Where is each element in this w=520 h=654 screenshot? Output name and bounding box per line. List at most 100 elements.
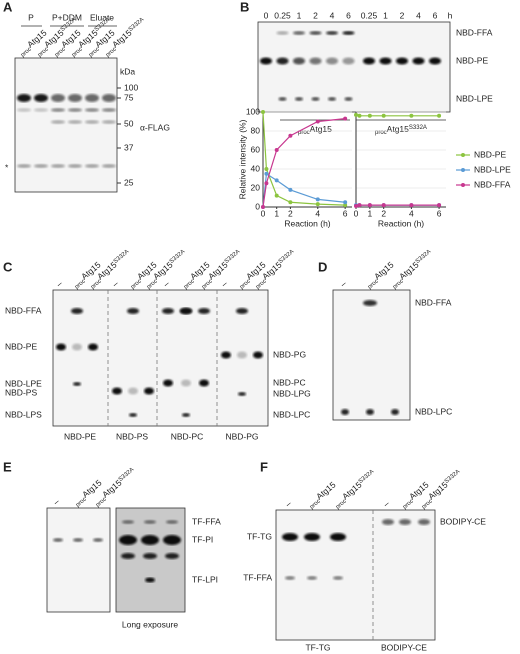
point xyxy=(343,200,348,205)
legend-marker xyxy=(461,183,465,187)
point xyxy=(409,203,414,208)
band-label: NBD-LPG xyxy=(273,388,311,398)
marker-label: 100 xyxy=(124,82,138,92)
panel-letter: E xyxy=(3,459,12,474)
series-line xyxy=(262,118,346,208)
band-spot xyxy=(121,553,135,559)
point xyxy=(409,113,414,118)
band-spot xyxy=(182,413,190,417)
point xyxy=(381,113,386,118)
unit-label: kDa xyxy=(120,66,135,76)
unit-label: h xyxy=(448,10,453,20)
lane-label: – xyxy=(110,278,120,289)
band-label: TF-LPI xyxy=(192,574,218,584)
band-spot xyxy=(429,57,441,65)
section-label: NBD-PG xyxy=(225,431,258,441)
band-spot xyxy=(309,57,322,65)
x-tick-label: 1 xyxy=(367,208,372,218)
band-spot xyxy=(71,308,83,314)
band-spot xyxy=(122,520,134,524)
y-tick-label: 60 xyxy=(251,144,261,154)
band-spot xyxy=(88,343,98,351)
section-label: BODIPY-CE xyxy=(381,642,427,652)
section-label: TF-TG xyxy=(305,642,330,652)
band-spot xyxy=(282,533,298,541)
lane-prefix: proc xyxy=(375,130,387,136)
band-spot xyxy=(236,308,248,314)
band-spot xyxy=(379,57,392,65)
legend-label: NBD-PE xyxy=(474,149,506,159)
band-label: NBD-LPC xyxy=(273,409,310,419)
point xyxy=(343,203,348,208)
x-tick-label: 4 xyxy=(315,208,320,218)
band-spot xyxy=(17,164,31,168)
lane-name: Atg15 xyxy=(80,478,104,500)
band-spot xyxy=(56,343,66,351)
band-label: NBD-PG xyxy=(273,349,306,359)
lane-suffix: S332A xyxy=(168,248,186,264)
band-spot xyxy=(73,382,81,386)
band-spot xyxy=(278,97,287,101)
lane-label: – xyxy=(338,278,348,289)
band-spot xyxy=(145,577,155,583)
section-label: NBD-PE xyxy=(64,431,96,441)
band-label: TF-TG xyxy=(247,531,272,541)
point xyxy=(343,116,348,121)
blot-e1 xyxy=(46,507,111,613)
point xyxy=(367,203,372,208)
x-tick-label: 0 xyxy=(261,208,266,218)
band-spot xyxy=(72,343,82,351)
band-spot xyxy=(260,57,272,65)
band-label: NBD-PE xyxy=(5,341,37,351)
time-label: 1 xyxy=(297,10,302,20)
band-label: TF-FFA xyxy=(243,572,272,582)
blot-c xyxy=(52,289,269,427)
band-spot xyxy=(396,57,408,65)
time-label: 1 xyxy=(383,10,388,20)
point xyxy=(264,167,269,171)
band-spot xyxy=(166,520,178,524)
lane-name: Atg15 xyxy=(310,124,332,134)
lane-name: Atg15 xyxy=(387,124,409,134)
marker-label: 75 xyxy=(124,92,134,102)
time-label: 2 xyxy=(313,10,318,20)
band-spot xyxy=(293,57,305,65)
band-spot xyxy=(307,576,317,580)
band-spot xyxy=(285,576,295,580)
band-spot xyxy=(85,164,99,168)
series-line xyxy=(262,172,346,208)
lane-name: – xyxy=(161,278,171,289)
point xyxy=(274,148,279,152)
band-spot xyxy=(68,94,82,102)
lane-prefix: proc xyxy=(298,130,310,136)
panel-letter: F xyxy=(260,459,268,474)
lane-name: – xyxy=(338,278,348,289)
point xyxy=(264,171,269,176)
blot-b xyxy=(257,21,451,113)
lane-suffix: S332A xyxy=(112,248,130,264)
band-spot xyxy=(144,520,156,524)
band-spot xyxy=(51,108,65,112)
band-spot xyxy=(366,409,374,415)
band-spot xyxy=(53,538,63,542)
lane-suffix: S332A xyxy=(357,468,375,484)
point xyxy=(381,203,386,208)
panel-letter: D xyxy=(318,259,327,274)
band-spot xyxy=(253,351,263,359)
band-spot xyxy=(304,533,320,541)
band-spot xyxy=(342,31,355,35)
point xyxy=(274,193,279,198)
band-spot xyxy=(102,94,116,102)
band-label: NBD-LPS xyxy=(5,409,42,419)
y-tick-label: 40 xyxy=(251,163,261,173)
band-spot xyxy=(73,538,83,542)
lane-label: procAtg15S332A xyxy=(375,124,427,135)
time-label: 0.25 xyxy=(274,10,291,20)
band-spot xyxy=(68,164,82,168)
legend-label: NBD-LPE xyxy=(474,164,511,174)
band-spot xyxy=(144,387,154,395)
band-spot xyxy=(326,31,338,35)
band-spot xyxy=(102,164,116,168)
group-label: Eluate xyxy=(90,12,114,22)
